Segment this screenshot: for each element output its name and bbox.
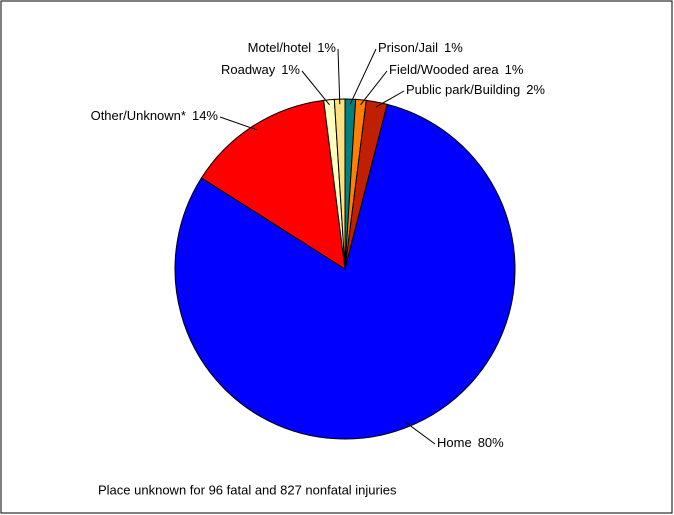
leader-line <box>360 70 388 106</box>
category-label: Prison/Jail <box>378 40 438 55</box>
category-label: Other/Unknown* <box>91 108 186 123</box>
data-label: Home 80% <box>437 435 504 450</box>
value-label: 1% <box>444 40 463 55</box>
value-label: 1% <box>281 62 300 77</box>
category-label: Field/Wooded area <box>389 62 499 77</box>
pie-slice <box>174 103 516 440</box>
category-label: Motel/hotel <box>248 40 312 55</box>
value-label: 80% <box>478 435 504 450</box>
category-label: Home <box>437 435 472 450</box>
category-label: Roadway <box>221 62 276 77</box>
value-label: 1% <box>317 40 336 55</box>
data-label: Field/Wooded area 1% <box>389 62 524 77</box>
leader-line <box>219 116 257 131</box>
value-label: 1% <box>505 62 524 77</box>
leader-line <box>375 90 405 108</box>
leader-line <box>349 48 377 105</box>
data-label: Public park/Building 2% <box>406 82 545 97</box>
chart-note: Place unknown for 96 fatal and 827 nonfa… <box>98 482 397 497</box>
data-label: Roadway 1% <box>221 62 300 77</box>
data-label: Prison/Jail 1% <box>378 40 463 55</box>
data-label: Other/Unknown* 14% <box>91 108 219 123</box>
category-label: Public park/Building <box>406 82 520 97</box>
leader-line <box>337 48 341 105</box>
data-label: Motel/hotel 1% <box>248 40 337 55</box>
leader-line <box>301 70 330 106</box>
pie-slice <box>200 99 346 270</box>
leader-line <box>405 421 436 445</box>
value-label: 14% <box>192 108 218 123</box>
value-label: 2% <box>526 82 545 97</box>
